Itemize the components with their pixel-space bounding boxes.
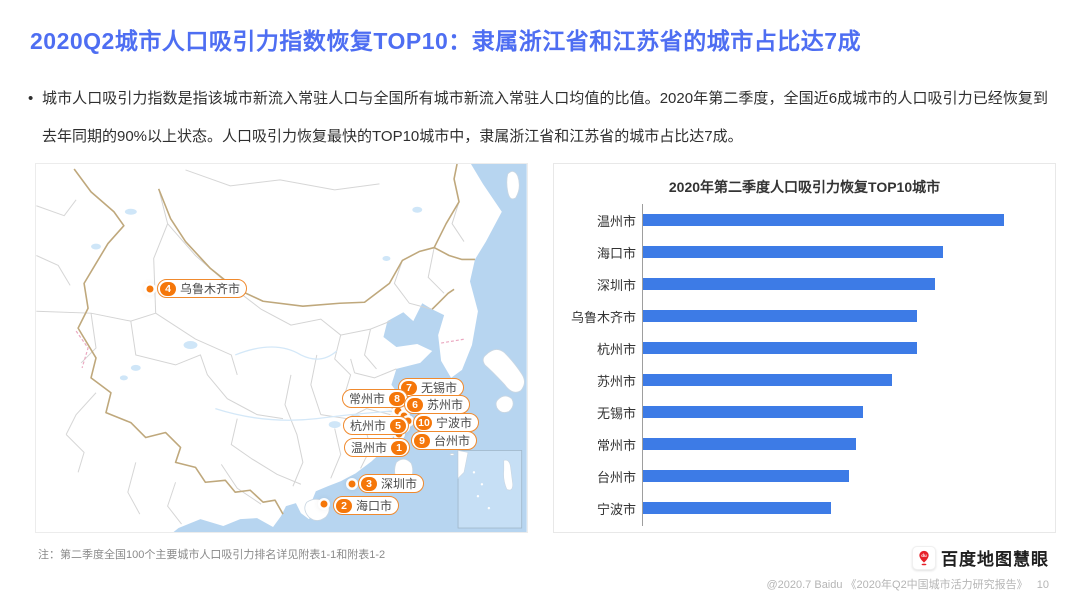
chart-row: 常州市 (554, 428, 1055, 460)
chart-rows: 温州市海口市深圳市乌鲁木齐市杭州市苏州市无锡市常州市台州市宁波市 (554, 204, 1055, 524)
city-marker-台州市: 9 台州市 (411, 431, 478, 450)
chart-bar (643, 342, 917, 354)
chart-row: 宁波市 (554, 492, 1055, 524)
island-sakhalin (506, 171, 520, 200)
city-marker-乌鲁木齐市: 4 乌鲁木齐市 (157, 279, 248, 298)
chart-category-label: 海口市 (596, 245, 636, 261)
chart-title: 2020年第二季度人口吸引力恢复TOP10城市 (668, 179, 941, 195)
china-map-panel: 4 乌鲁木齐市 7 无锡市 常州市 8 6 苏州市 杭州市 5 10 宁波市 9 台州市 温州市 1 3 深圳市 2… (35, 163, 528, 533)
island-ryukyu (449, 453, 455, 456)
chart-category-label: 无锡市 (596, 405, 636, 421)
city-name-label: 乌鲁木齐市 (180, 282, 241, 296)
chart-category-label: 宁波市 (596, 501, 636, 517)
brand-row: du 百度地图慧眼 (766, 545, 1049, 570)
chart-category-label: 杭州市 (596, 341, 636, 357)
city-dot (400, 412, 408, 420)
city-marker-杭州市: 杭州市 5 (343, 416, 410, 435)
city-rank-badge: 5 (390, 418, 407, 433)
city-name-label: 苏州市 (427, 398, 464, 412)
city-name-label: 温州市 (351, 441, 388, 455)
chart-category-label: 台州市 (596, 469, 636, 485)
chart-y-axis-line (642, 204, 643, 526)
chart-row: 乌鲁木齐市 (554, 300, 1055, 332)
chart-row: 苏州市 (554, 364, 1055, 396)
city-rank-badge: 8 (389, 391, 406, 406)
chart-bar (643, 502, 831, 514)
summary-text: 城市人口吸引力指数是指该城市新流入常驻人口与全国所有城市新流入常驻人口均值的比值… (42, 90, 1048, 145)
chart-row: 温州市 (554, 204, 1055, 236)
city-marker-常州市: 常州市 8 (342, 389, 409, 408)
baidu-map-pin-icon: du (912, 545, 936, 570)
city-name-label: 常州市 (349, 392, 386, 406)
island-japan-kyushu (495, 395, 514, 413)
city-marker-深圳市: 3 深圳市 (358, 474, 425, 493)
city-marker-苏州市: 6 苏州市 (404, 395, 471, 414)
brand-name: 百度地图慧眼 (941, 550, 1049, 569)
chart-bar (643, 470, 849, 482)
chart-bar (643, 278, 935, 290)
map-dashed-boundaries (75, 330, 466, 369)
map-foreign-borders (36, 169, 380, 525)
city-dot (394, 407, 402, 415)
chart-row: 无锡市 (554, 396, 1055, 428)
city-name-label: 台州市 (434, 434, 471, 448)
brand-block: du 百度地图慧眼 @2020.7 Baidu 《2020年Q2中国城市活力研究… (766, 545, 1049, 592)
summary-bullet: 城市人口吸引力指数是指该城市新流入常驻人口与全国所有城市新流入常驻人口均值的比值… (28, 80, 1048, 156)
chart-category-label: 苏州市 (596, 373, 636, 389)
chart-row: 台州市 (554, 460, 1055, 492)
city-rank-badge: 1 (391, 440, 408, 455)
city-marker-海口市: 2 海口市 (333, 496, 400, 515)
page-number: 10 (1036, 579, 1049, 591)
chart-bar (643, 374, 892, 386)
footnote: 注：第二季度全国100个主要城市人口吸引力排名详见附表1-1和附表1-2 (38, 549, 386, 561)
city-dot (146, 285, 154, 293)
city-rank-badge: 9 (414, 433, 430, 448)
map-sea-inset (457, 450, 523, 529)
city-rank-badge: 4 (160, 281, 176, 296)
bar-chart-panel: 2020年第二季度人口吸引力恢复TOP10城市 温州市海口市深圳市乌鲁木齐市杭州… (553, 163, 1056, 533)
city-marker-宁波市: 10 宁波市 (413, 413, 480, 432)
city-name-label: 无锡市 (421, 381, 458, 395)
city-name-label: 杭州市 (350, 419, 387, 433)
city-name-label: 宁波市 (436, 416, 473, 430)
map-rivers (215, 346, 401, 421)
chart-category-label: 温州市 (596, 213, 636, 229)
chart-bar (643, 214, 1004, 226)
svg-text:du: du (921, 552, 927, 557)
chart-category-label: 常州市 (596, 437, 636, 453)
chart-row: 海口市 (554, 236, 1055, 268)
city-rank-badge: 2 (336, 498, 352, 513)
city-dot (320, 500, 328, 508)
city-rank-badge: 10 (416, 415, 432, 430)
chart-bar (643, 310, 917, 322)
city-rank-badge: 3 (361, 476, 377, 491)
chart-bar (643, 406, 863, 418)
city-marker-温州市: 温州市 1 (344, 438, 411, 457)
island-japan-honshu (482, 349, 525, 393)
chart-bar (643, 246, 943, 258)
map-marker-layer: 4 乌鲁木齐市 7 无锡市 常州市 8 6 苏州市 杭州市 5 10 宁波市 9 台州市 温州市 1 3 深圳市 2… (36, 164, 527, 532)
city-name-label: 深圳市 (381, 477, 418, 491)
copyright-text: @2020.7 Baidu 《2020年Q2中国城市活力研究报告》 (766, 579, 1028, 591)
chart-row: 深圳市 (554, 268, 1055, 300)
chart-row: 杭州市 (554, 332, 1055, 364)
chart-bar (643, 438, 856, 450)
city-name-label: 海口市 (356, 499, 393, 513)
city-dot (348, 480, 356, 488)
city-rank-badge: 6 (407, 397, 423, 412)
page-title: 2020Q2城市人口吸引力指数恢复TOP10：隶属浙江省和江苏省的城市占比达7成 (30, 28, 862, 54)
chart-category-label: 乌鲁木齐市 (570, 309, 636, 325)
map-national-border (73, 164, 475, 515)
chart-category-label: 深圳市 (596, 277, 636, 293)
copyright-row: @2020.7 Baidu 《2020年Q2中国城市活力研究报告》 10 (766, 576, 1049, 592)
